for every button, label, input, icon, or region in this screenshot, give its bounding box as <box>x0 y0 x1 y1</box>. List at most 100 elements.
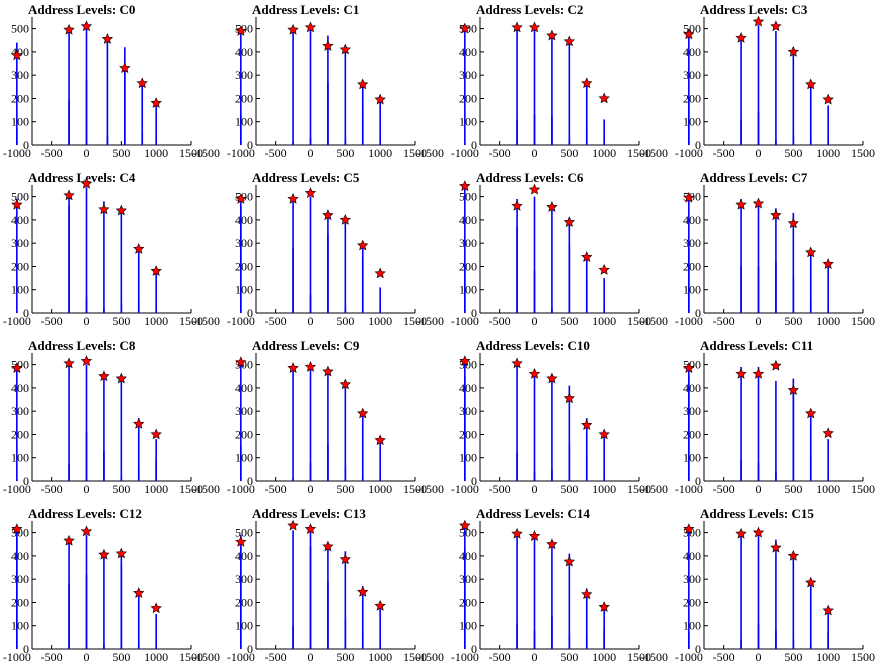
star-marker <box>683 362 695 373</box>
bar <box>464 142 466 145</box>
bar <box>327 373 329 481</box>
panel-title: Address Levels: C9 <box>252 338 360 353</box>
x-tick-label: -1500 <box>640 482 668 496</box>
bar <box>757 201 760 313</box>
chart-panel: Address Levels: C10 0 100 200 300 400 500 -1500… <box>416 336 672 504</box>
bar <box>792 212 795 313</box>
x-tick-label: 0 <box>532 314 538 328</box>
chart-svg: Address Levels: C80100200300400500-1500-… <box>3 338 203 496</box>
star-marker <box>357 407 369 419</box>
y-tick-label: 500 <box>235 22 253 36</box>
star-marker <box>357 239 369 251</box>
star-marker <box>80 177 93 189</box>
y-tick-label: 200 <box>235 427 253 441</box>
x-tick-label: -500 <box>265 482 287 496</box>
bar <box>68 100 70 145</box>
bar <box>740 198 742 313</box>
bar <box>568 138 571 145</box>
x-tick-label: 1000 <box>144 650 168 664</box>
y-tick-label: 200 <box>459 259 477 273</box>
x-tick-label: 1000 <box>592 314 616 328</box>
x-tick-label: -1500 <box>640 146 668 160</box>
y-tick-label: 400 <box>235 45 253 59</box>
x-tick-label: 1500 <box>851 482 875 496</box>
x-tick-label: -500 <box>489 482 511 496</box>
star-marker <box>63 189 75 201</box>
bar <box>106 135 109 145</box>
bar <box>551 616 553 649</box>
panel-title: Address Levels: C3 <box>700 2 808 17</box>
bar <box>327 443 329 481</box>
x-tick-label: 1500 <box>627 482 651 496</box>
star-marker <box>235 356 247 368</box>
star-marker <box>339 43 351 55</box>
x-tick-label: 1000 <box>816 314 840 328</box>
x-tick-label: 1500 <box>403 314 427 328</box>
star-marker <box>374 267 386 279</box>
x-tick-label: -500 <box>41 650 63 664</box>
star-marker <box>235 25 247 36</box>
bar <box>292 141 294 145</box>
bar <box>16 537 18 649</box>
bar <box>361 110 364 145</box>
star-marker <box>770 541 782 553</box>
bar <box>516 28 518 145</box>
bar <box>792 135 795 145</box>
bar <box>585 418 588 481</box>
star-marker <box>598 428 610 440</box>
chart-panel: Address Levels: C14 0 100 200 300 400 500 -1500… <box>416 504 672 672</box>
star-marker <box>133 243 145 254</box>
bar <box>464 187 466 313</box>
star-marker <box>374 599 386 611</box>
bar <box>344 306 347 313</box>
y-tick-label: 500 <box>11 22 29 36</box>
y-tick-label: 100 <box>459 283 477 297</box>
star-marker <box>235 193 247 204</box>
y-tick-label: 0 <box>471 306 477 320</box>
star-marker <box>119 62 131 74</box>
y-tick-label: 200 <box>459 595 477 609</box>
x-tick-label: 1500 <box>179 650 203 664</box>
star-marker <box>683 28 695 40</box>
bar <box>327 233 329 313</box>
bar <box>516 226 518 313</box>
bar <box>792 392 795 481</box>
x-tick-label: 500 <box>560 146 578 160</box>
chart-panel: Address Levels: C12 0 100 200 300 400 500 -1500… <box>0 504 224 672</box>
star-marker <box>787 549 799 561</box>
y-tick-label: 300 <box>235 68 253 82</box>
bar <box>292 478 294 481</box>
star-marker <box>80 20 93 32</box>
bar <box>551 35 553 146</box>
chart-panel: Address Levels: C20100200300400500-1500-… <box>416 0 672 168</box>
chart-svg: Address Levels: C15 0 100 200 300 400 500 -1500… <box>640 506 875 664</box>
x-tick-label: 1000 <box>368 482 392 496</box>
bar <box>137 418 140 481</box>
star-marker <box>322 365 334 377</box>
bar <box>68 28 70 145</box>
x-tick-label: 0 <box>532 650 538 664</box>
x-tick-label: -500 <box>265 314 287 328</box>
bar <box>516 119 518 145</box>
y-tick-label: 300 <box>11 572 29 586</box>
y-tick-label: 500 <box>235 526 253 540</box>
star-marker <box>80 525 93 537</box>
bar <box>568 635 571 649</box>
y-tick-label: 200 <box>11 595 29 609</box>
bar <box>103 644 105 649</box>
bar <box>533 534 536 649</box>
star-marker <box>287 193 299 204</box>
chart-panel: Address Levels: C1 0 100 200 300 400 500 -1500-… <box>192 0 448 168</box>
y-tick-label: 100 <box>235 619 253 633</box>
x-tick-label: -1500 <box>192 314 220 328</box>
star-marker <box>357 586 369 597</box>
star-marker <box>528 530 541 541</box>
bar <box>309 196 312 313</box>
star-marker <box>546 372 558 384</box>
y-tick-label: 400 <box>459 45 477 59</box>
bar <box>688 529 690 649</box>
chart-panel: Address Levels: C70100200300400500-1500-… <box>640 168 896 336</box>
y-tick-label: 300 <box>459 572 477 586</box>
bar <box>85 574 88 649</box>
star-marker <box>459 22 471 34</box>
